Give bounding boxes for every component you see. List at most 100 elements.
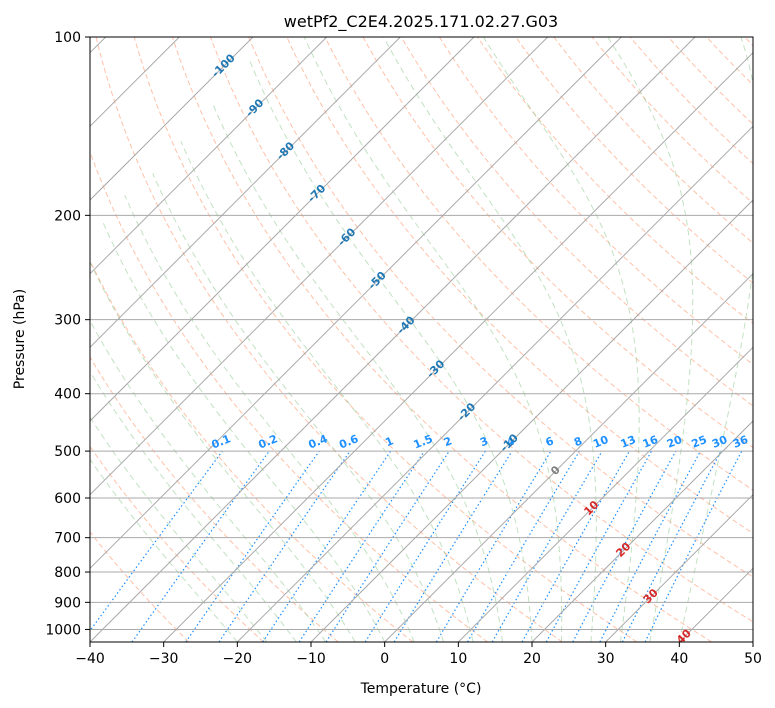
mixing-ratio-line <box>90 450 223 632</box>
x-tick-label: 30 <box>597 651 615 667</box>
moist-adiabat-line <box>152 173 445 642</box>
dry-adiabat-line <box>553 37 753 244</box>
plot-frame <box>89 36 754 643</box>
y-tick-label: 700 <box>54 531 81 547</box>
thermo-background-lines <box>90 37 753 642</box>
isotherm-line <box>90 37 475 422</box>
x-tick-label: 50 <box>744 651 762 667</box>
y-tick-label: 500 <box>54 444 81 460</box>
mixing-ratio-line <box>185 450 320 642</box>
isotherm-line <box>457 346 753 642</box>
moist-adiabat-line <box>212 104 503 642</box>
mixing-ratio-line <box>545 450 653 642</box>
mixing-ratio-label: 13 <box>619 433 638 451</box>
y-axis-title: Pressure (hPa) <box>12 289 28 389</box>
dry-adiabat-line <box>90 356 339 642</box>
dry-adiabat-line <box>95 37 563 642</box>
mixing-ratio-line <box>218 450 351 642</box>
isotherm-line <box>90 37 328 275</box>
x-tick-label: 20 <box>523 651 541 667</box>
moist-adiabat-line <box>607 37 694 642</box>
moist-adiabat-line <box>383 37 597 642</box>
mixing-ratio-label: 8 <box>572 434 584 449</box>
isotherm-line <box>90 37 254 201</box>
isotherm-line <box>90 37 696 642</box>
moist-adiabat-line <box>90 370 297 642</box>
y-tick-label: 900 <box>54 595 81 611</box>
isotherm-line <box>531 420 753 642</box>
moist-adiabat-line <box>90 416 268 642</box>
isotherm-lines <box>90 37 753 642</box>
isotherm-line <box>310 199 753 642</box>
moist-adiabat-line <box>303 37 563 642</box>
x-tick-label: 40 <box>670 651 688 667</box>
moist-adiabat-line <box>90 260 356 642</box>
mixing-ratio-label: 36 <box>731 433 750 451</box>
x-axis-title: Temperature (°C) <box>360 681 482 697</box>
dry-adiabat-line <box>286 37 753 534</box>
moist-adiabat-line <box>482 37 640 642</box>
mixing-ratio-label: 1 <box>383 434 395 449</box>
mixing-ratio-line <box>393 450 513 642</box>
mixing-ratio-line <box>644 450 743 642</box>
isotherm-line <box>163 51 753 642</box>
x-tick-label: −40 <box>75 651 105 667</box>
mixing-ratio-line <box>521 450 631 642</box>
x-tick-label: 0 <box>380 651 389 667</box>
dry-adiabat-line <box>171 37 712 642</box>
mixing-ratio-label: 25 <box>690 433 709 451</box>
y-tick-label: 400 <box>54 387 81 403</box>
dry-adiabat-line <box>133 37 638 642</box>
dry-adiabat-line <box>591 37 753 204</box>
isotherm-line <box>90 37 622 570</box>
y-tick-label: 600 <box>54 491 81 507</box>
isotherm-line <box>605 493 753 642</box>
mixing-ratio-label: 30 <box>710 433 729 451</box>
y-axis-ticks: 100 200 300 400 500 600 700 800 900 1000 <box>45 30 90 638</box>
dry-adiabat-line <box>90 259 414 642</box>
isobar-gridlines <box>90 37 753 630</box>
mixing-ratio-line <box>572 450 677 642</box>
dry-adiabat-line <box>210 37 753 623</box>
x-tick-label: 10 <box>449 651 467 667</box>
dry-adiabat-line <box>248 37 753 578</box>
x-tick-label: −10 <box>296 651 326 667</box>
mixing-ratio-lines <box>90 450 743 642</box>
mixing-ratio-line <box>298 450 425 642</box>
moist-adiabat-line <box>90 458 238 642</box>
dry-adiabat-line <box>477 37 753 325</box>
mixing-ratio-label: 20 <box>665 433 684 451</box>
moist-adiabat-line <box>249 61 533 642</box>
y-tick-label: 200 <box>54 208 81 224</box>
dry-adiabat-line <box>90 531 190 642</box>
mixing-ratio-line <box>325 450 450 642</box>
mixing-ratio-label: 3 <box>478 434 490 449</box>
mixing-ratio-label: 2 <box>442 434 454 449</box>
isotherm-line <box>384 272 753 642</box>
y-tick-label: 100 <box>54 30 81 46</box>
mixing-ratio-line <box>131 450 270 642</box>
moist-adiabat-line <box>124 195 415 642</box>
isotherm-line <box>236 125 753 642</box>
x-tick-label: −30 <box>149 651 179 667</box>
mixing-ratio-label: 16 <box>641 433 660 451</box>
x-axis-ticks: −40 −30 −20 −10 0 10 20 30 40 50 <box>75 642 762 667</box>
dry-adiabat-line <box>90 150 488 642</box>
y-tick-label: 1000 <box>45 622 81 638</box>
chart-title: wetPf2_C2E4.2025.171.02.27.G03 <box>284 12 558 32</box>
isotherm-line <box>90 37 549 496</box>
x-tick-label: −20 <box>223 651 253 667</box>
mixing-ratio-label: 10 <box>591 433 610 451</box>
y-tick-label: 800 <box>54 565 81 581</box>
moist-adiabat-line <box>90 319 327 642</box>
isotherm-line <box>90 37 401 349</box>
moist-adiabat-line <box>102 221 386 642</box>
dry-adiabat-line <box>400 37 753 407</box>
dry-adiabat-line <box>438 37 753 366</box>
y-tick-label: 300 <box>54 313 81 329</box>
dry-adiabat-line <box>324 37 753 491</box>
mixing-ratio-line <box>262 450 392 642</box>
moist-adiabat-line <box>678 37 753 642</box>
